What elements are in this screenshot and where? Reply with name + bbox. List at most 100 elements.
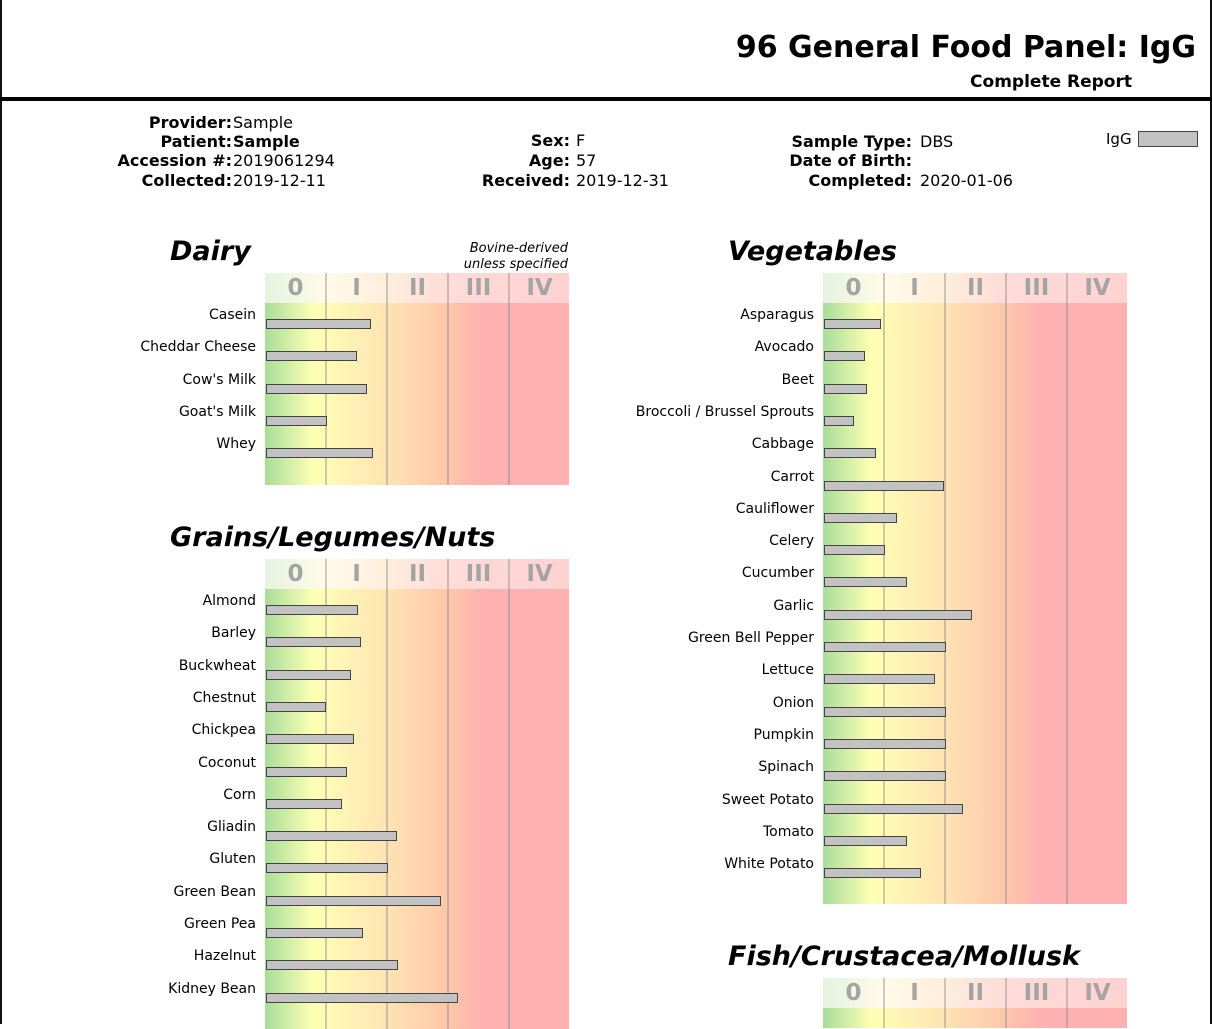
food-label-almond: Almond — [202, 593, 256, 609]
class-label: I — [910, 980, 919, 1006]
bar-celery — [824, 545, 885, 556]
food-label-hazelnut: Hazelnut — [193, 948, 256, 965]
completed-row: Completed: 2020-01-06 — [700, 171, 1013, 191]
bar-spinach — [824, 771, 946, 782]
food-label-coconut: Coconut — [198, 754, 256, 771]
class-label: IV — [526, 561, 553, 587]
food-label-pumpkin: Pumpkin — [753, 726, 814, 743]
food-label-beet: Beet — [781, 371, 814, 388]
food-label-onion: Onion — [772, 694, 814, 711]
class-divider-line — [508, 273, 510, 485]
food-label-cabbage: Cabbage — [751, 436, 814, 453]
class-label: 0 — [287, 561, 304, 587]
food-label-cow-s-milk: Cow's Milk — [182, 371, 256, 388]
class-divider-line — [386, 273, 388, 485]
food-label-whey: Whey — [216, 436, 256, 453]
bar-almond — [266, 605, 359, 615]
dairy-note-line-1: Bovine-derived — [469, 241, 568, 256]
class-divider-line — [447, 559, 449, 1029]
food-label-gliadin: Gliadin — [207, 819, 256, 836]
class-label: III — [465, 275, 492, 301]
collected-value: 2019-12-11 — [233, 171, 326, 190]
accession-label: Accession #: — [117, 151, 233, 170]
bar-kidney-bean — [266, 992, 458, 1003]
food-label-goat-s-milk: Goat's Milk — [178, 403, 256, 420]
chart-class-header — [823, 978, 1127, 1008]
dairy-note-line-2: unless specified — [463, 257, 568, 272]
age-row: Age: 57 — [300, 151, 596, 171]
class-divider-line — [883, 273, 885, 904]
dob-label: Date of Birth: — [789, 151, 912, 170]
bar-lettuce — [824, 674, 936, 685]
food-label-asparagus: Asparagus — [740, 307, 814, 323]
dob-row: Date of Birth: — [700, 151, 912, 171]
sample-type-label: Sample Type: — [791, 132, 913, 151]
report-title: 96 General Food Panel: IgG — [735, 30, 1196, 65]
age-label: Age: — [528, 151, 570, 170]
food-label-white-potato: White Potato — [724, 856, 814, 873]
class-label: II — [408, 561, 427, 587]
patient-label: Patient: — [160, 132, 232, 151]
sample-type-value: DBS — [920, 132, 954, 151]
food-label-broccoli-brussel-sprouts: Broccoli / Brussel Sprouts — [635, 403, 814, 420]
bar-cabbage — [824, 448, 876, 459]
bar-coconut — [266, 766, 348, 777]
food-label-cucumber: Cucumber — [741, 565, 814, 582]
bar-gluten — [266, 863, 388, 874]
bar-corn — [266, 798, 342, 809]
bar-broccoli-brussel-sprouts — [824, 415, 855, 426]
chart-class-header — [265, 273, 569, 303]
food-label-spinach: Spinach — [758, 759, 814, 776]
chart-background — [265, 559, 569, 1029]
bar-avocado — [824, 351, 866, 362]
food-label-green-pea: Green Pea — [184, 916, 256, 932]
food-label-barley: Barley — [211, 625, 256, 642]
patient-row: Patient: Sample — [0, 132, 299, 152]
section-title-vegetables: Vegetables — [728, 236, 897, 267]
completed-value: 2020-01-06 — [920, 171, 1013, 190]
class-label: II — [966, 275, 985, 301]
class-label: I — [352, 561, 361, 587]
bar-pumpkin — [824, 738, 947, 749]
chart-background — [823, 273, 1127, 904]
class-divider-line — [1066, 978, 1068, 1028]
class-label: IV — [1084, 980, 1111, 1006]
bar-barley — [266, 637, 361, 648]
food-label-lettuce: Lettuce — [761, 662, 814, 679]
class-label: II — [966, 980, 985, 1006]
fish-chart: 0 I II III IV — [823, 978, 1127, 1028]
class-label: IV — [526, 275, 553, 301]
age-value: 57 — [576, 151, 597, 170]
sex-value: F — [576, 131, 586, 150]
class-label: I — [352, 275, 361, 301]
bar-asparagus — [824, 319, 882, 329]
completed-label: Completed: — [808, 171, 912, 190]
bar-buckwheat — [266, 669, 351, 680]
food-label-garlic: Garlic — [773, 597, 814, 614]
food-label-chickpea: Chickpea — [191, 722, 256, 739]
dairy-note: Bovine-derived unless specified — [464, 241, 568, 273]
bar-green-bean — [266, 895, 442, 906]
received-row: Received: 2019-12-31 — [300, 171, 669, 191]
class-divider-line — [447, 273, 449, 485]
class-divider-line — [325, 559, 327, 1029]
chart-class-header — [823, 273, 1127, 303]
sex-row: Sex: F — [300, 131, 585, 151]
bar-goat-s-milk — [266, 415, 328, 426]
class-divider-line — [1066, 273, 1068, 904]
bar-cheddar-cheese — [266, 351, 357, 362]
provider-label: Provider: — [148, 113, 232, 132]
header-rule — [0, 97, 1212, 101]
bar-hazelnut — [266, 960, 398, 971]
bar-gliadin — [266, 831, 397, 842]
class-label: III — [1023, 980, 1050, 1006]
bar-cow-s-milk — [266, 383, 367, 394]
food-label-celery: Celery — [769, 533, 814, 550]
bar-green-bell-pepper — [824, 642, 947, 652]
bar-onion — [824, 706, 946, 717]
bar-garlic — [824, 609, 972, 620]
bar-tomato — [824, 835, 908, 846]
class-label: II — [408, 275, 427, 301]
bar-cauliflower — [824, 512, 897, 523]
food-label-avocado: Avocado — [754, 339, 814, 356]
